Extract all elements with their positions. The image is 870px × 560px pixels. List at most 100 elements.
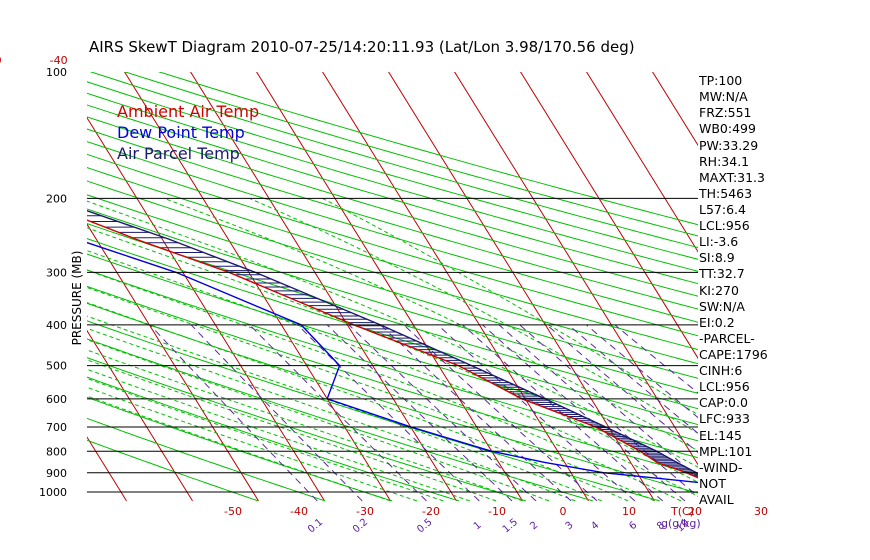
dry-adiabat-line bbox=[87, 396, 393, 502]
dry-adiabat-line bbox=[87, 357, 526, 502]
moist-adiabat-line bbox=[164, 197, 698, 452]
bottom-temp-tick-label: 10 bbox=[622, 505, 636, 518]
legend-ambient: Ambient Air Temp bbox=[117, 102, 259, 121]
index-entry: WB0:499 bbox=[699, 121, 756, 137]
moist-adiabat-line bbox=[87, 315, 602, 502]
dry-adiabat-line bbox=[87, 81, 698, 260]
mixing-ratio-tick-labels: 0.1 0.2 0.5 1 1.5 2 3 4 6 8 10 bbox=[306, 517, 692, 536]
mixing-ratio-unit: g(g/kg) bbox=[661, 517, 701, 530]
pressure-tick-label: 500 bbox=[46, 360, 67, 373]
dry-adiabat-line bbox=[87, 302, 698, 494]
mixing-ratio-tick-label: 6 bbox=[627, 520, 639, 533]
dry-adiabat-line bbox=[87, 92, 698, 272]
mixing-ratio-line bbox=[546, 324, 698, 454]
dry-adiabat-line bbox=[87, 167, 698, 351]
isotherm-line bbox=[87, 116, 325, 502]
index-entry: PW:33.29 bbox=[699, 137, 759, 153]
index-entry: KI:270 bbox=[699, 282, 739, 298]
mixing-ratio-line bbox=[498, 324, 698, 498]
isobar-lines bbox=[87, 197, 698, 493]
bottom-temp-tick-label: -20 bbox=[422, 505, 440, 518]
mixing-ratio-line bbox=[519, 324, 698, 478]
bottom-temp-tick-label: 30 bbox=[754, 505, 768, 518]
mixing-ratio-line bbox=[249, 324, 427, 502]
isotherm-line bbox=[87, 329, 193, 502]
mixing-ratio-line bbox=[437, 324, 636, 502]
bottom-temp-tick-label: -30 bbox=[356, 505, 374, 518]
top-temp-tick-label: -50 bbox=[0, 54, 2, 67]
ambient-temp-line bbox=[87, 219, 698, 479]
index-entry: CINH:6 bbox=[699, 363, 743, 379]
dry-adiabat-line bbox=[87, 180, 698, 365]
dry-adiabat-line bbox=[87, 208, 698, 394]
index-entry: RH:34.1 bbox=[699, 153, 750, 169]
mixing-ratio-tick-label: 1.5 bbox=[501, 517, 520, 536]
mixing-ratio-tick-label: 0.2 bbox=[351, 517, 370, 536]
bottom-temp-tick-label: -50 bbox=[224, 505, 242, 518]
pressure-tick-label: 1000 bbox=[39, 486, 67, 499]
dry-adiabat-line bbox=[87, 116, 698, 297]
index-entry: SW:N/A bbox=[699, 298, 745, 314]
index-entry: TP:100 bbox=[699, 73, 743, 88]
parcel-temp-line bbox=[87, 210, 698, 475]
pressure-tick-label: 600 bbox=[46, 393, 67, 406]
mixing-ratio-tick-label: 8 bbox=[655, 520, 667, 533]
pressure-tick-label: 700 bbox=[46, 421, 67, 434]
dry-adiabat-line bbox=[87, 128, 698, 310]
dry-adiabat-line bbox=[87, 223, 698, 410]
index-entry: -PARCEL- bbox=[699, 330, 755, 346]
top-temp-tick-label: -40 bbox=[50, 54, 68, 67]
index-entry: MPL:101 bbox=[699, 443, 753, 459]
index-entry: CAP:0.0 bbox=[699, 395, 748, 411]
moist-adiabat-line bbox=[87, 359, 497, 502]
index-entry: LI:-3.6 bbox=[699, 234, 739, 250]
moist-adiabat-line bbox=[87, 349, 523, 502]
profile-lines bbox=[87, 210, 698, 484]
index-entry: TT:32.7 bbox=[699, 266, 745, 282]
isotherm-line bbox=[454, 72, 698, 466]
mixing-ratio-line bbox=[297, 324, 480, 502]
index-entry: L57:6.4 bbox=[699, 201, 746, 217]
dry-adiabat-line bbox=[87, 253, 698, 442]
mixing-ratio-line bbox=[403, 324, 598, 502]
index-entry: TH:5463 bbox=[699, 185, 753, 201]
isotherm-line bbox=[0, 63, 61, 501]
bottom-temp-tick-label: -10 bbox=[488, 505, 506, 518]
dry-adiabat-line bbox=[89, 72, 698, 249]
dew-point-line bbox=[87, 241, 698, 484]
isotherm-line bbox=[652, 72, 698, 147]
isotherm-line bbox=[87, 436, 127, 502]
index-entry: MAXT:31.3 bbox=[699, 169, 765, 185]
pressure-tick-label: 900 bbox=[46, 467, 67, 480]
dry-adiabat-line bbox=[87, 417, 326, 502]
y-axis-label: PRESSURE (MB) bbox=[70, 251, 84, 346]
isotherm-line bbox=[586, 72, 698, 253]
dry-adiabat-line bbox=[87, 439, 259, 502]
mixing-ratio-line bbox=[190, 324, 363, 502]
plot-area bbox=[0, 63, 698, 502]
index-entry: EL:145 bbox=[699, 427, 742, 443]
pressure-tick-label: 300 bbox=[46, 266, 67, 279]
mixing-ratio-line bbox=[326, 324, 513, 502]
mixing-ratio-line bbox=[462, 324, 664, 502]
mixing-ratio-line bbox=[149, 324, 318, 502]
cape-hatching bbox=[87, 215, 698, 478]
index-entry: FRZ:551 bbox=[699, 105, 752, 121]
mixing-ratio-line bbox=[585, 324, 698, 419]
legend-dewpoint: Dew Point Temp bbox=[117, 123, 245, 142]
dry-adiabat-line bbox=[87, 338, 593, 502]
dry-adiabat-line bbox=[87, 104, 698, 285]
index-entry: NOT bbox=[699, 475, 726, 491]
moist-adiabat-line bbox=[87, 286, 655, 502]
index-entry: LFC:933 bbox=[699, 411, 750, 427]
index-entry: LCL:956 bbox=[699, 218, 750, 233]
pressure-tick-label: 400 bbox=[46, 319, 67, 332]
index-entry: MW:N/A bbox=[699, 89, 748, 105]
index-entry: AVAIL bbox=[699, 492, 734, 507]
mixing-ratio-tick-label: 1 bbox=[472, 520, 484, 533]
mixing-ratio-tick-label: 0.1 bbox=[306, 517, 325, 536]
dry-adiabat-line bbox=[87, 153, 698, 337]
mixing-ratio-lines bbox=[149, 324, 698, 502]
mixing-ratio-line bbox=[568, 324, 698, 434]
